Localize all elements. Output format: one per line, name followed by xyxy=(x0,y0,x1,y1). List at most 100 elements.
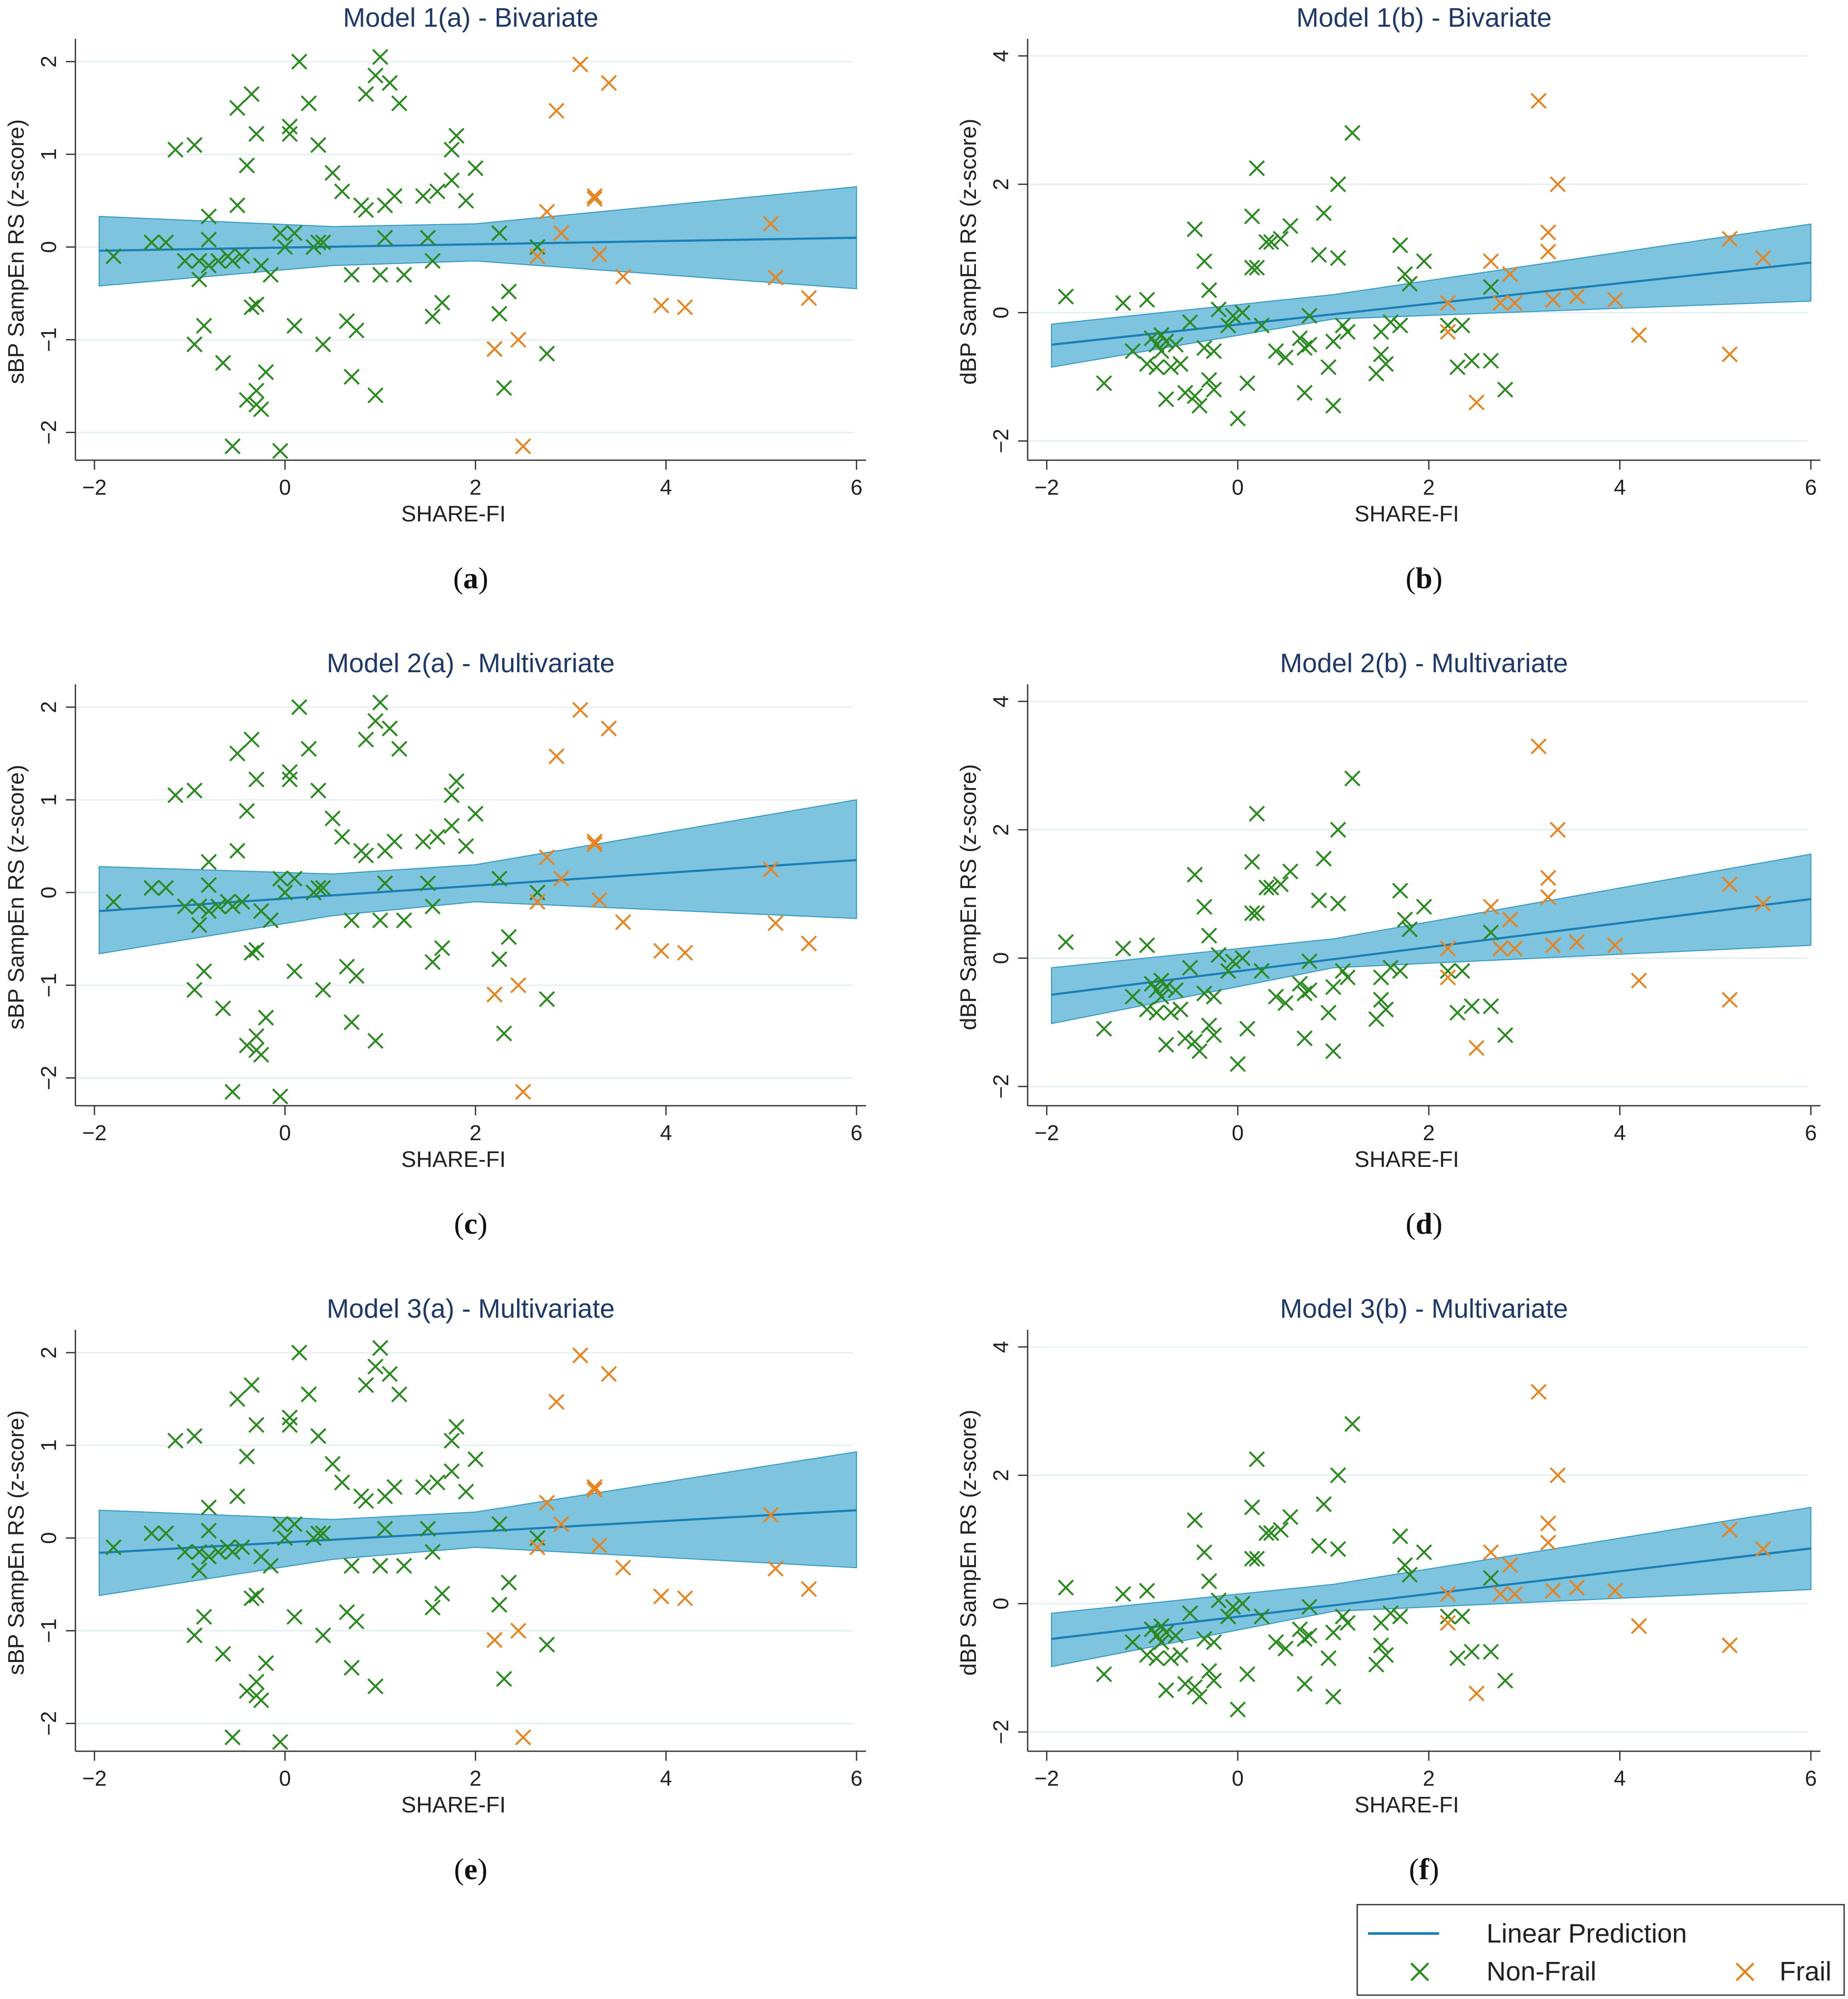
non-frail-point xyxy=(372,267,389,283)
non-frail-point xyxy=(1230,1701,1246,1718)
non-frail-point xyxy=(253,1692,269,1709)
frail-point xyxy=(515,1729,531,1746)
non-frail-point xyxy=(1249,805,1265,822)
frail-point xyxy=(1721,1637,1738,1653)
non-frail-point xyxy=(248,1028,265,1045)
panels: Model 1(a) - Bivariate −2 −1 0 1 2 −2 0 2 4 6 SHARE… xyxy=(4,3,1820,1886)
non-frail-point xyxy=(1139,1647,1155,1663)
non-frail-point xyxy=(310,137,327,153)
non-frail-point xyxy=(1325,333,1341,350)
x-tick-label: 6 xyxy=(1805,1121,1817,1145)
frail-point xyxy=(1440,1615,1456,1631)
non-frail-point xyxy=(1416,1544,1432,1560)
non-frail-point xyxy=(1196,1631,1212,1647)
non-frail-point xyxy=(243,731,260,748)
non-frail-point xyxy=(1311,246,1327,263)
non-frail-point xyxy=(191,1544,208,1560)
non-frail-point xyxy=(1334,963,1351,979)
non-frail-point xyxy=(1158,333,1175,350)
non-frail-point xyxy=(491,225,508,241)
non-frail-point xyxy=(1153,327,1169,343)
y-tick-label: −1 xyxy=(37,327,61,352)
non-frail-points xyxy=(105,49,555,459)
non-frail-point xyxy=(200,877,217,893)
non-frail-point xyxy=(1058,934,1074,950)
non-frail-point xyxy=(358,731,374,748)
non-frail-point xyxy=(1397,1557,1413,1573)
non-frail-point xyxy=(262,1558,279,1574)
non-frail-point xyxy=(105,1539,122,1556)
non-frail-point xyxy=(1377,1647,1394,1663)
non-frail-point xyxy=(1334,1608,1351,1625)
non-frail-point xyxy=(243,299,260,315)
non-frail-point xyxy=(1182,1605,1198,1622)
non-frail-point xyxy=(243,1377,260,1393)
non-frail-point xyxy=(386,188,403,204)
non-frail-point xyxy=(1483,352,1499,369)
non-frail-point xyxy=(186,336,203,352)
non-frail-point xyxy=(381,720,398,737)
non-frail-point xyxy=(229,745,246,762)
non-frail-point xyxy=(277,884,293,901)
non-frail-point xyxy=(367,1678,384,1695)
non-frail-point xyxy=(253,1047,269,1063)
non-frail-point xyxy=(1249,1451,1265,1467)
non-frail-point xyxy=(1168,337,1184,353)
non-frail-points xyxy=(105,1340,555,1750)
frail-point xyxy=(1440,969,1456,985)
x-tick-label: 6 xyxy=(851,1121,863,1145)
non-frail-point xyxy=(434,940,450,956)
non-frail-point xyxy=(1201,1573,1217,1589)
frail-point xyxy=(572,1347,589,1364)
non-frail-point xyxy=(391,741,408,757)
non-frail-point xyxy=(1158,979,1175,995)
non-frail-point xyxy=(1058,1579,1074,1596)
non-frail-point xyxy=(167,787,184,803)
panel-title: Model 1(a) - Bivariate xyxy=(343,3,598,33)
frail-point xyxy=(1631,327,1647,343)
non-frail-point xyxy=(367,67,384,84)
frail-point xyxy=(1540,889,1556,905)
x-tick-label: 2 xyxy=(470,475,482,499)
non-frail-point xyxy=(358,1377,374,1393)
non-frail-point xyxy=(196,318,212,334)
frail-point xyxy=(1440,1586,1456,1602)
non-frail-point xyxy=(343,1014,360,1030)
frail-point xyxy=(586,833,603,850)
non-frail-point xyxy=(1272,1522,1289,1538)
non-frail-point xyxy=(301,95,317,112)
x-tick-label: 2 xyxy=(1423,1766,1435,1790)
non-frail-point xyxy=(248,126,265,142)
non-frail-point xyxy=(229,1391,246,1407)
non-frail-point xyxy=(1315,205,1332,221)
non-frail-point xyxy=(372,49,389,65)
non-frail-point xyxy=(1402,921,1418,938)
non-frail-point xyxy=(281,126,298,142)
non-frail-point xyxy=(1402,1566,1418,1583)
non-frail-point xyxy=(210,253,227,269)
frail-point xyxy=(591,892,608,908)
frail-point xyxy=(1440,324,1456,340)
non-frail-point xyxy=(539,991,555,1007)
non-frail-point xyxy=(1258,234,1275,250)
non-frail-point xyxy=(1239,1666,1256,1682)
frail-point xyxy=(1545,1583,1561,1599)
non-frail-point xyxy=(1158,1624,1175,1641)
non-frail-point xyxy=(1277,995,1294,1011)
non-frail-point xyxy=(277,1530,293,1546)
non-frail-point xyxy=(324,165,341,181)
non-frail-point xyxy=(1206,1027,1222,1043)
non-frail-point xyxy=(1373,992,1389,1008)
non-frail-point xyxy=(1497,1672,1514,1689)
non-frail-point xyxy=(224,438,241,455)
non-frail-point xyxy=(1301,337,1318,353)
non-frail-point xyxy=(1206,1634,1222,1650)
non-frail-point xyxy=(1325,1624,1341,1641)
non-frail-point xyxy=(215,1646,231,1662)
non-frail-point xyxy=(1115,940,1131,957)
non-frail-point xyxy=(348,1613,365,1630)
y-tick-label: 2 xyxy=(989,1469,1013,1481)
x-tick-label: 0 xyxy=(1232,1766,1244,1790)
non-frail-point xyxy=(1239,1020,1256,1037)
non-frail-point xyxy=(458,1484,474,1500)
